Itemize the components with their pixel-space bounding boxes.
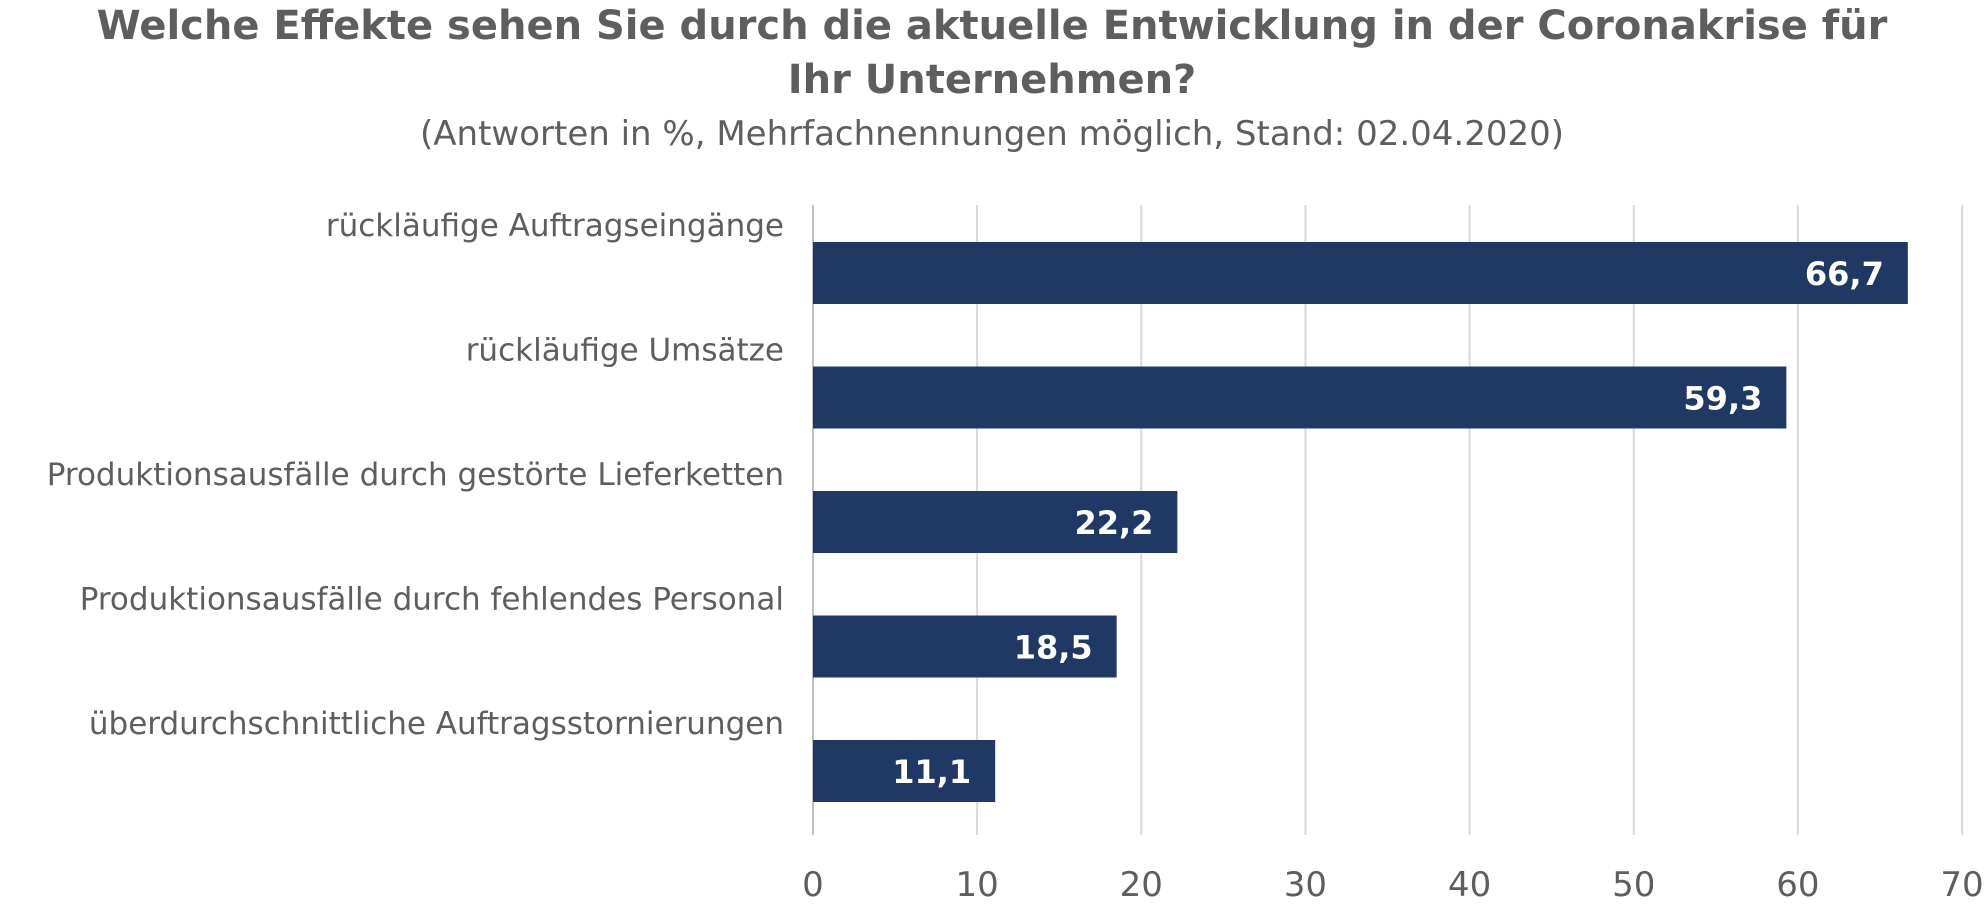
x-tick-label-50: 50 xyxy=(1612,865,1655,904)
bar-1 xyxy=(813,242,1908,304)
category-labels: rückläufige Auftragseingänge rückläufige … xyxy=(47,208,784,742)
category-label-3: Produktionsausfälle durch gestörte Liefe… xyxy=(47,457,784,493)
x-tick-label-60: 60 xyxy=(1776,865,1819,904)
bar-value-label-2: 59,3 xyxy=(1683,380,1762,418)
chart-title-line-1: Welche Effekte sehen Sie durch die aktue… xyxy=(96,3,1888,49)
chart-subtitle: (Antworten in %, Mehrfachnennungen mögli… xyxy=(420,114,1564,154)
x-tick-label-70: 70 xyxy=(1940,865,1983,904)
bar-4 xyxy=(813,615,1117,678)
x-tick-label-20: 20 xyxy=(1120,865,1163,904)
x-tick-labels: 0 10 20 30 40 50 60 70 xyxy=(802,865,1983,904)
category-label-4: Produktionsausfälle durch fehlendes Pers… xyxy=(80,582,784,618)
x-tick-label-0: 0 xyxy=(802,865,824,904)
x-tick-label-30: 30 xyxy=(1284,865,1327,904)
x-tick-label-40: 40 xyxy=(1448,865,1491,904)
chart-title-line-2: Ihr Unternehmen? xyxy=(787,57,1197,103)
bar-value-label-1: 66,7 xyxy=(1805,255,1884,293)
bar-2 xyxy=(813,366,1787,429)
bar-5 xyxy=(813,740,996,802)
x-tick-label-10: 10 xyxy=(956,865,999,904)
bar-value-label-3: 22,2 xyxy=(1074,504,1153,542)
category-label-1: rückläufige Auftragseingänge xyxy=(326,208,784,244)
category-label-5: überdurchschnittliche Auftragsstornierun… xyxy=(89,706,784,742)
grid-lines xyxy=(812,205,1963,835)
bar-3 xyxy=(813,491,1178,553)
bar-value-label-4: 18,5 xyxy=(1014,629,1093,667)
bar-value-label-5: 11,1 xyxy=(892,753,971,791)
bars: 66,7 59,3 22,2 18,5 11,1 xyxy=(813,242,1908,802)
category-label-2: rückläufige Umsätze xyxy=(466,333,784,369)
